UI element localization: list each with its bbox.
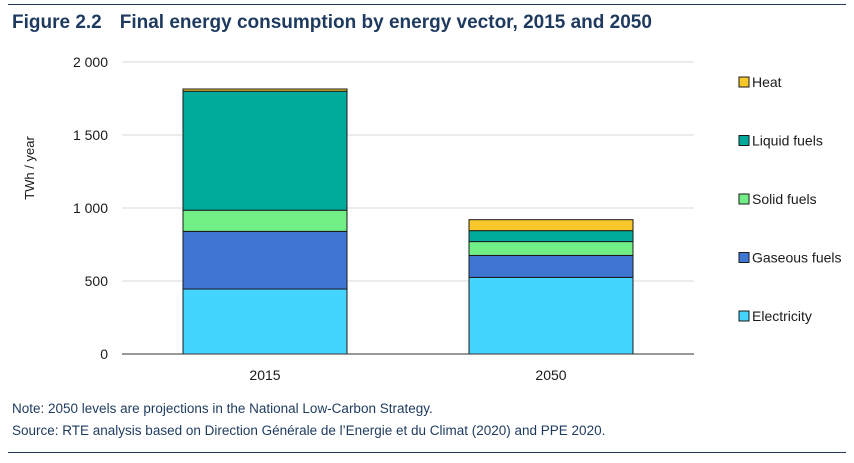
legend-swatch [738, 193, 750, 205]
figure-number: Figure 2.2 [12, 12, 102, 33]
legend-swatch [738, 310, 750, 322]
y-axis-label: TWh / year [22, 136, 37, 200]
legend-label: Liquid fuels [752, 133, 823, 149]
figure-title: Figure 2.2 Final energy consumption by en… [12, 12, 652, 34]
bar-segment [468, 219, 634, 232]
legend-label: Electricity [752, 308, 812, 324]
bottom-rule [8, 452, 846, 453]
legend-label: Heat [752, 74, 782, 90]
y-tick-label: 500 [85, 273, 109, 289]
bar-segment [468, 230, 634, 243]
source-text: Source: RTE analysis based on Direction … [12, 423, 606, 438]
legend-swatch [738, 76, 750, 88]
bar-segment [182, 88, 348, 92]
legend-swatch [738, 135, 750, 146]
stacked-bar-chart: 0 500 1 000 1 500 2 000 TWh / year 2015 2050 Hea… [22, 54, 842, 383]
y-tick-label: 0 [100, 346, 108, 362]
figure-title-text: Final energy consumption by energy vecto… [119, 12, 652, 33]
bar-segment [182, 90, 348, 211]
bar-segment [468, 276, 634, 355]
bar-segment [468, 254, 634, 278]
y-tick-label: 1 500 [73, 127, 108, 143]
legend-label: Solid fuels [752, 191, 817, 207]
bar-segment [182, 230, 348, 290]
y-tick-label: 1 000 [73, 200, 108, 216]
bar-segment [182, 209, 348, 232]
bar-segment [468, 241, 634, 256]
legend-swatch [738, 252, 750, 263]
legend-label: Gaseous fuels [752, 250, 842, 266]
note-text: Note: 2050 levels are projections in the… [12, 401, 433, 416]
top-rule [8, 4, 846, 5]
x-tick-label: 2050 [535, 367, 566, 383]
notes-block: Note: 2050 levels are projections in the… [12, 398, 605, 442]
x-tick-label: 2015 [249, 367, 280, 383]
y-tick-label: 2 000 [73, 54, 108, 70]
bar-segment [182, 288, 348, 355]
